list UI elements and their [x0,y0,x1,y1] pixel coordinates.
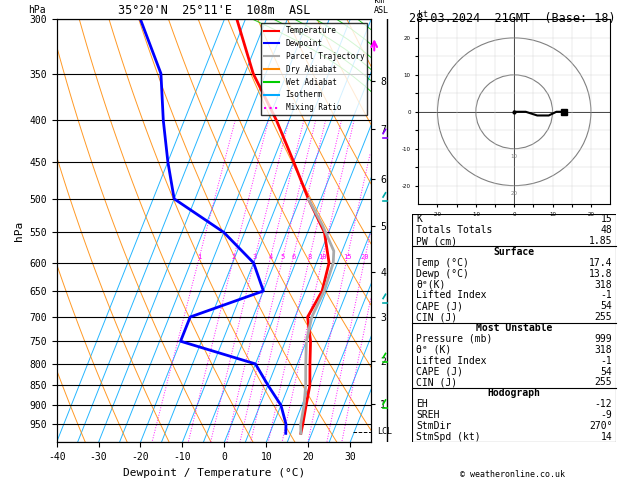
Text: StmDir: StmDir [416,421,452,431]
Text: EH: EH [416,399,428,409]
X-axis label: Dewpoint / Temperature (°C): Dewpoint / Temperature (°C) [123,468,305,478]
Text: LCL: LCL [377,427,392,436]
Text: Most Unstable: Most Unstable [476,323,552,333]
Text: -12: -12 [594,399,613,409]
Text: © weatheronline.co.uk: © weatheronline.co.uk [460,469,565,479]
Text: Dewp (°C): Dewp (°C) [416,269,469,278]
Text: Hodograph: Hodograph [487,388,541,399]
Y-axis label: hPa: hPa [14,221,24,241]
Text: kt: kt [418,10,428,19]
Text: hPa: hPa [28,5,46,15]
Text: -9: -9 [601,410,613,420]
Text: K: K [416,214,422,224]
Text: 270°: 270° [589,421,613,431]
Text: Totals Totals: Totals Totals [416,225,493,235]
Text: 54: 54 [601,301,613,312]
Text: 255: 255 [594,312,613,322]
Text: CIN (J): CIN (J) [416,312,457,322]
Title: 35°20'N  25°11'E  108m  ASL: 35°20'N 25°11'E 108m ASL [118,4,310,17]
Text: km
ASL: km ASL [374,0,389,15]
Text: 318: 318 [594,345,613,355]
Text: Lifted Index: Lifted Index [416,291,487,300]
Text: Lifted Index: Lifted Index [416,356,487,365]
Text: 255: 255 [594,378,613,387]
Text: Temp (°C): Temp (°C) [416,258,469,268]
Text: -1: -1 [601,356,613,365]
Text: θᵉ(K): θᵉ(K) [416,279,445,290]
Text: 13.8: 13.8 [589,269,613,278]
Text: CIN (J): CIN (J) [416,378,457,387]
Text: CAPE (J): CAPE (J) [416,366,463,377]
Text: Surface: Surface [494,247,535,257]
Legend: Temperature, Dewpoint, Parcel Trajectory, Dry Adiabat, Wet Adiabat, Isotherm, Mi: Temperature, Dewpoint, Parcel Trajectory… [261,23,367,115]
Text: 5: 5 [281,254,285,260]
Text: 999: 999 [594,334,613,344]
Text: 4: 4 [269,254,273,260]
Text: 14: 14 [601,432,613,442]
Text: -1: -1 [601,291,613,300]
Text: 3: 3 [253,254,257,260]
Text: θᵉ (K): θᵉ (K) [416,345,452,355]
Text: 17.4: 17.4 [589,258,613,268]
Text: SREH: SREH [416,410,440,420]
Text: PW (cm): PW (cm) [416,236,457,246]
Text: 318: 318 [594,279,613,290]
Text: 1.85: 1.85 [589,236,613,246]
Text: 10: 10 [319,254,327,260]
Text: Pressure (mb): Pressure (mb) [416,334,493,344]
Text: 48: 48 [601,225,613,235]
Text: 15: 15 [601,214,613,224]
Text: 20: 20 [361,254,369,260]
Text: 10: 10 [511,154,518,158]
Text: 28.03.2024  21GMT  (Base: 18): 28.03.2024 21GMT (Base: 18) [409,12,616,25]
Text: 8: 8 [308,254,312,260]
Text: 20: 20 [511,191,518,195]
Text: 1: 1 [198,254,201,260]
Text: 2: 2 [231,254,236,260]
Text: 6: 6 [291,254,296,260]
Text: CAPE (J): CAPE (J) [416,301,463,312]
Text: StmSpd (kt): StmSpd (kt) [416,432,481,442]
Text: 15: 15 [343,254,352,260]
Text: 54: 54 [601,366,613,377]
